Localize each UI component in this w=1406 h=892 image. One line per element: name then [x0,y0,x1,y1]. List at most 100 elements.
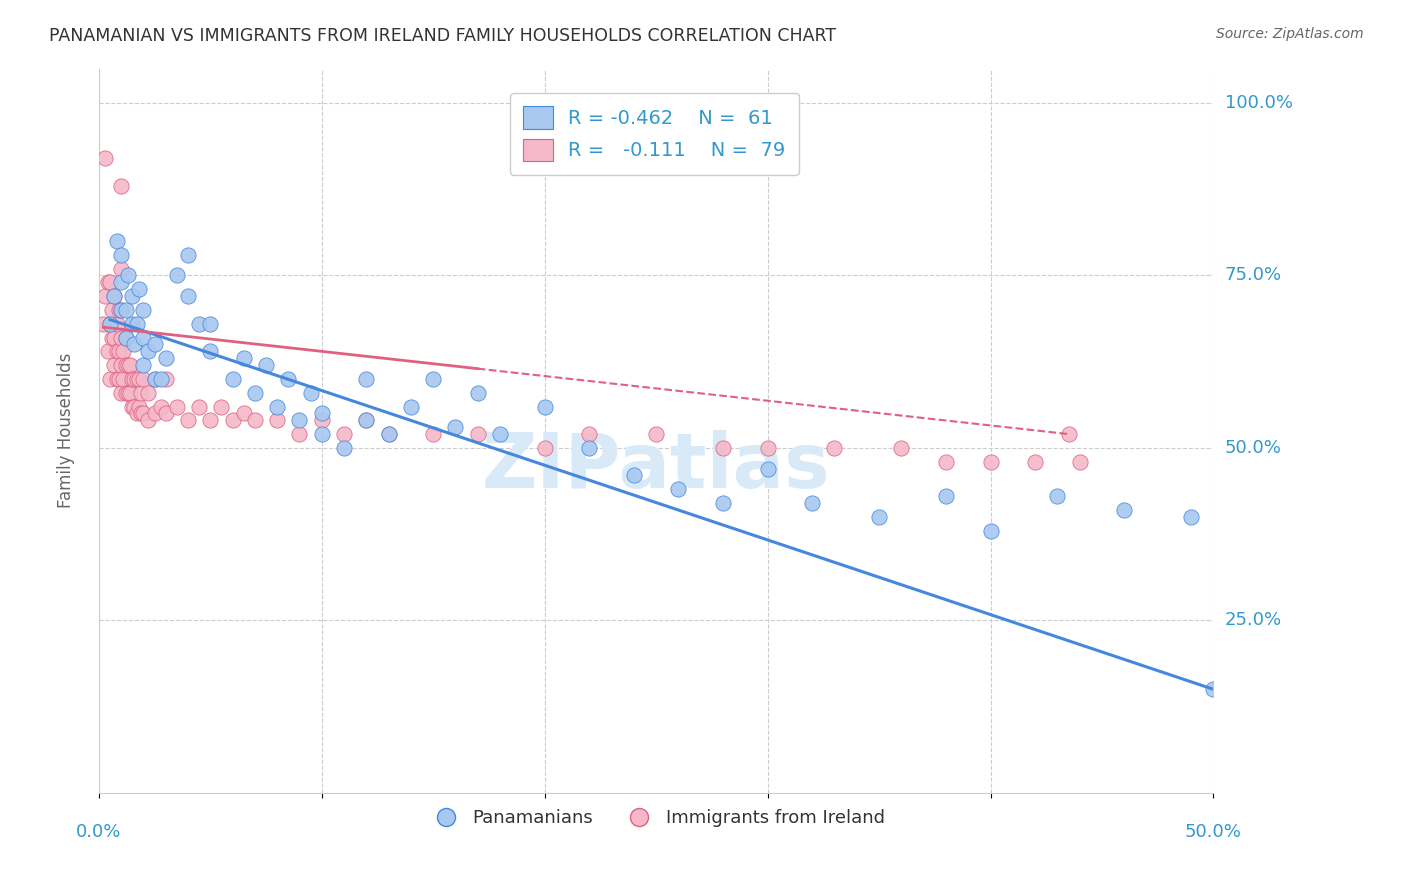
Point [97,344,120,359]
Point [467,427,489,442]
Point [118,385,141,400]
Point [121,372,143,386]
Point [108,344,131,359]
Text: 50.0%: 50.0% [1225,439,1281,457]
Point [1046,489,1069,503]
Point [143,406,166,420]
Text: 100.0%: 100.0% [1225,94,1292,112]
Point [232,351,254,366]
Point [112,372,135,386]
Point [114,358,136,372]
Point [103,330,125,344]
Point [155,351,177,366]
Point [98,317,121,331]
Point [243,385,266,400]
Point [1024,455,1046,469]
Point [121,317,143,331]
Point [98,276,121,290]
Point [422,427,444,442]
Point [128,372,150,386]
Point [132,330,155,344]
Point [200,317,222,331]
Point [108,302,131,317]
Point [124,337,146,351]
Point [377,427,399,442]
Point [333,441,356,455]
Point [935,489,957,503]
Point [1069,455,1091,469]
Point [103,358,125,372]
Point [288,413,311,427]
Point [125,372,148,386]
Point [422,372,444,386]
Point [110,385,132,400]
Point [132,372,155,386]
Point [136,344,159,359]
Point [155,372,177,386]
Point [98,317,121,331]
Point [114,330,136,344]
Point [1202,682,1225,697]
Point [756,461,779,475]
Point [221,413,243,427]
Point [143,337,166,351]
Point [121,400,143,414]
Y-axis label: Family Households: Family Households [58,353,75,508]
Point [132,358,155,372]
Point [143,372,166,386]
Point [711,496,734,510]
Point [114,385,136,400]
Point [711,441,734,455]
Point [110,248,132,262]
Point [356,413,378,427]
Point [489,427,512,442]
Point [105,234,128,248]
Point [108,372,131,386]
Point [399,400,422,414]
Point [801,496,824,510]
Point [97,276,120,290]
Point [356,413,378,427]
Point [124,400,146,414]
Point [101,330,124,344]
Point [125,317,148,331]
Point [114,302,136,317]
Point [117,358,139,372]
Point [114,330,136,344]
Point [98,372,121,386]
Point [578,441,600,455]
Point [1057,427,1080,442]
Point [1114,503,1136,517]
Point [143,372,166,386]
Point [533,441,555,455]
Point [311,413,333,427]
Point [232,406,254,420]
Point [188,317,211,331]
Point [128,282,150,296]
Point [150,372,173,386]
Point [356,372,378,386]
Text: PANAMANIAN VS IMMIGRANTS FROM IRELAND FAMILY HOUSEHOLDS CORRELATION CHART: PANAMANIAN VS IMMIGRANTS FROM IRELAND FA… [49,27,837,45]
Point [645,427,668,442]
Point [890,441,912,455]
Text: 75.0%: 75.0% [1225,267,1282,285]
Point [136,413,159,427]
Point [132,302,155,317]
Point [94,151,117,165]
Point [136,385,159,400]
Point [105,317,128,331]
Point [824,441,846,455]
Point [243,413,266,427]
Point [868,509,890,524]
Text: ZIPatlas: ZIPatlas [482,430,831,504]
Point [935,455,957,469]
Point [105,372,128,386]
Point [623,468,645,483]
Point [110,330,132,344]
Text: 50.0%: 50.0% [1185,823,1241,841]
Point [333,427,356,442]
Point [117,385,139,400]
Point [200,413,222,427]
Point [288,427,311,442]
Point [110,178,132,193]
